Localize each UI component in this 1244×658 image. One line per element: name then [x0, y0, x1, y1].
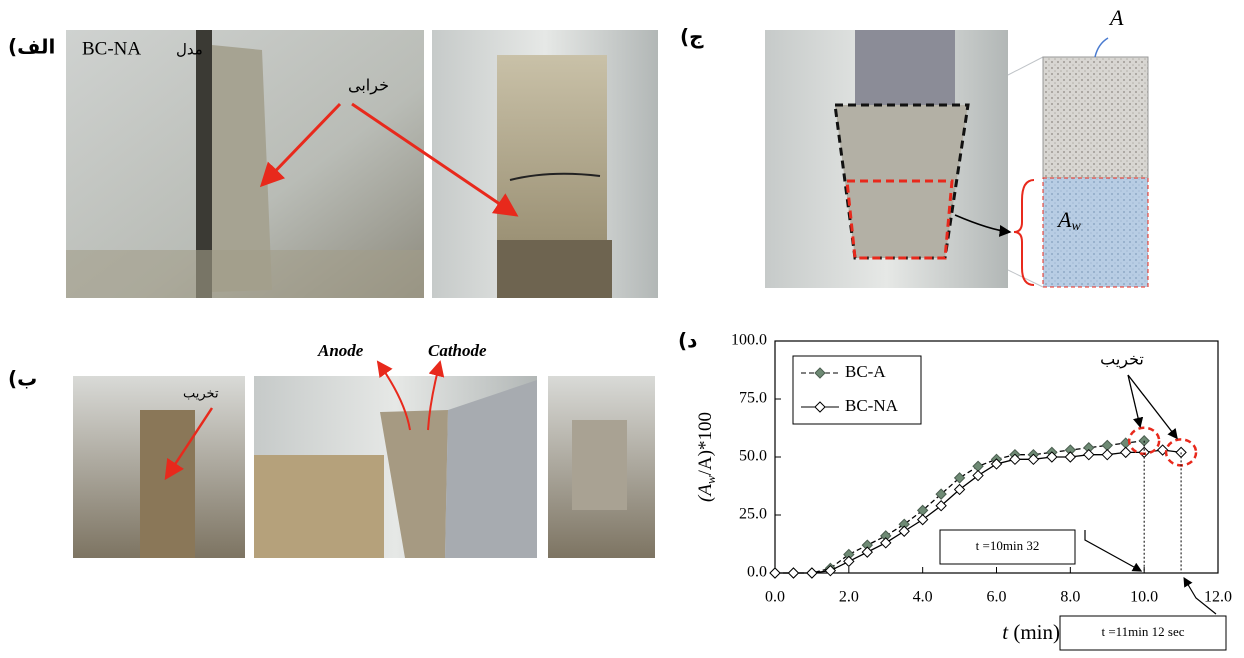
x-tick-label: 2.0	[839, 589, 859, 606]
photo-text: Anode	[317, 341, 364, 360]
data-point	[1084, 450, 1094, 460]
text-part: w	[703, 475, 718, 484]
figure: (الف BC-NA مدل خرابی A Aw (ج (ب تخریب	[0, 0, 1244, 653]
y-tick-label: 100.0	[731, 332, 767, 349]
x-axis-label: t (min)	[1002, 620, 1060, 644]
photo-detail	[445, 380, 537, 558]
photo-text: BC-NA	[82, 38, 141, 59]
photo-text: تخریب	[183, 387, 219, 402]
time-label: t =10min 32	[976, 538, 1040, 553]
text-part: (min)	[1008, 620, 1060, 644]
panel-c: A Aw (ج	[680, 5, 1148, 288]
data-point	[899, 526, 909, 536]
photo-detail	[254, 455, 384, 558]
label-a: A	[1108, 5, 1124, 30]
panel-label: (د	[678, 329, 697, 353]
panel-label: (ب	[8, 367, 37, 391]
data-point	[1102, 450, 1112, 460]
photo-detail	[855, 30, 955, 105]
text-part: /A)*100	[695, 412, 716, 475]
annotation: تخریب	[1100, 350, 1144, 370]
x-tick-label: 4.0	[913, 589, 933, 606]
x-tick-label: 0.0	[765, 589, 785, 606]
data-point	[881, 538, 891, 548]
x-tick-label: 8.0	[1060, 589, 1080, 606]
legend-label: BC-A	[845, 362, 886, 381]
photo-text: مدل	[176, 41, 203, 59]
diagram-area	[1043, 57, 1148, 178]
x-tick-label: 12.0	[1204, 589, 1232, 606]
panel-label: (ج	[680, 25, 704, 49]
y-axis-label: (Aw/A)*100	[695, 412, 718, 502]
data-point	[1121, 447, 1131, 457]
y-tick-label: 0.0	[747, 564, 767, 581]
data-point	[1065, 452, 1075, 462]
y-tick-label: 50.0	[739, 448, 767, 465]
text-part: A	[1056, 207, 1072, 232]
text-part: w	[1071, 219, 1081, 234]
data-point	[973, 471, 983, 481]
data-point	[807, 568, 817, 578]
panel-b: (ب تخریب Anode Cathode	[8, 341, 655, 558]
time-pointer	[1085, 530, 1141, 571]
time-label: t =11min 12 sec	[1101, 624, 1184, 639]
photo-detail	[572, 420, 627, 510]
y-tick-label: 25.0	[739, 506, 767, 523]
panel-a: (الف BC-NA مدل خرابی	[8, 30, 658, 298]
legend-label: BC-NA	[845, 396, 899, 415]
photo-text: Cathode	[428, 341, 487, 360]
panel-d: (د	[678, 329, 697, 353]
data-point	[973, 461, 983, 471]
photo-detail	[140, 410, 195, 558]
data-point	[844, 556, 854, 566]
data-point	[788, 568, 798, 578]
pointer	[1095, 38, 1108, 57]
text-part: (A	[695, 484, 716, 502]
guide	[1008, 270, 1043, 287]
data-point	[1102, 440, 1112, 450]
photo-detail	[66, 250, 424, 298]
data-point	[770, 568, 780, 578]
photo-detail	[497, 240, 612, 298]
y-tick-label: 75.0	[739, 390, 767, 407]
panel-label: (الف	[8, 35, 55, 59]
diagram-wet-area	[1043, 178, 1148, 287]
x-tick-label: 6.0	[987, 589, 1007, 606]
data-point	[918, 515, 928, 525]
x-tick-label: 10.0	[1130, 589, 1158, 606]
guide	[1008, 57, 1043, 75]
data-point	[862, 547, 872, 557]
brace	[1014, 180, 1034, 285]
photo-text: خرابی	[348, 76, 389, 96]
